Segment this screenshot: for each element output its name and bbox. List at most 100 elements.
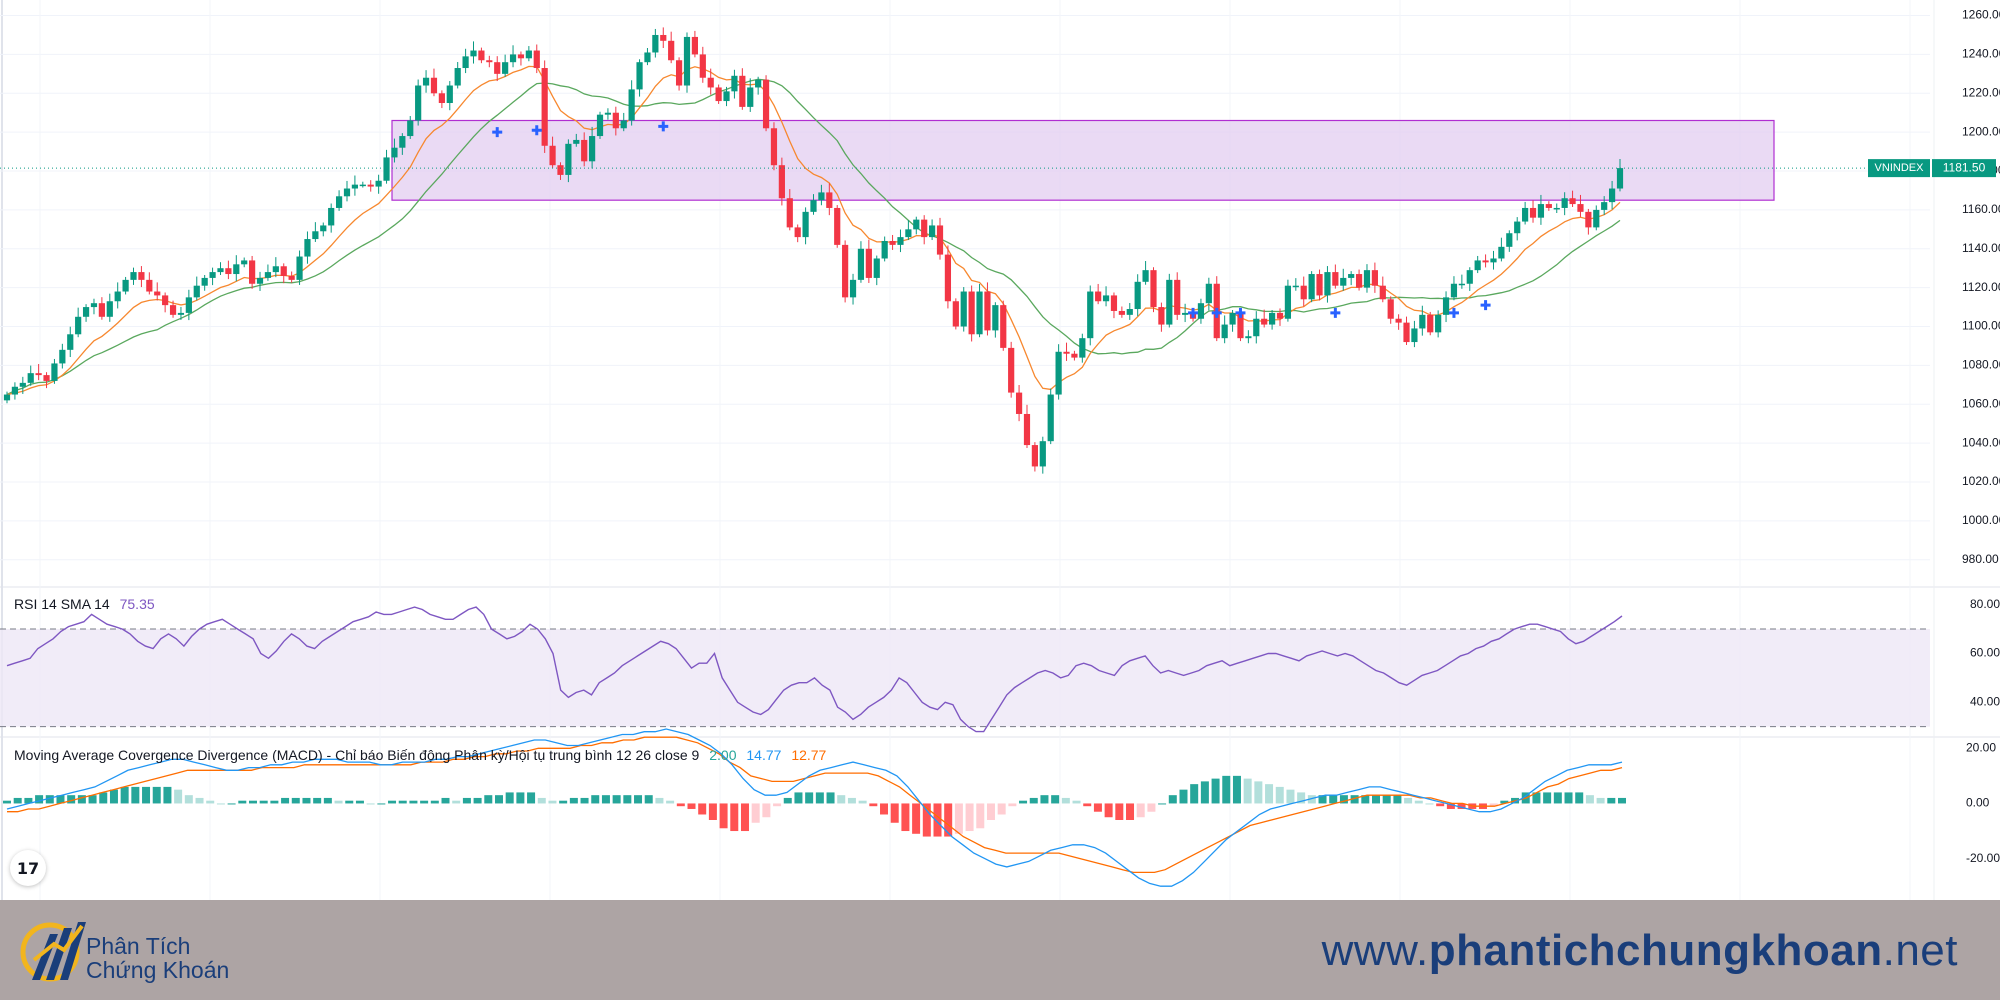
candle-body [1355,274,1363,288]
macd-histogram-bar [281,797,290,804]
macd-histogram-bar [1061,797,1070,804]
macd-histogram-bar [430,800,439,804]
candle-body [589,136,596,162]
candle-body [517,54,525,59]
macd-histogram-bar [644,795,653,804]
candle-body [596,114,604,137]
macd-histogram-bar [1136,803,1145,818]
candle-body [3,394,11,401]
candle-body [27,373,34,383]
candle-body [984,291,991,331]
candle-body [209,272,216,278]
candle-body [778,165,785,199]
tradingview-logo-icon[interactable]: 𝟭𝟳 [10,850,46,886]
macd-histogram-bar [933,803,942,837]
candle-body [1276,312,1284,319]
macd-histogram-bar [1265,784,1274,804]
macd-signal-value: 12.77 [791,747,827,763]
macd-histogram-bar [1115,803,1124,820]
y-tick-label: 1220.00 [1962,85,2000,99]
candle-body [525,50,532,59]
candle-body [1514,221,1521,234]
signal-marker-icon [492,127,503,138]
candle-body [1458,283,1465,286]
candle-body [1110,295,1118,311]
candle-body [1102,295,1110,302]
candle-body [913,219,920,230]
candle-body [351,184,359,189]
macd-histogram-bar [13,797,22,804]
y-tick-label: 1020.00 [1962,474,2000,488]
candle-body [644,52,651,63]
candle-body [264,272,272,278]
macd-title-text: Moving Average Covergence Divergence (MA… [14,747,700,763]
macd-histogram-bar [580,797,589,804]
candle-body [335,196,343,208]
candle-body [43,375,50,381]
candle-body [683,36,691,86]
y-tick-label: 1120.00 [1962,280,2000,294]
macd-histogram-bar [880,803,889,815]
macd-histogram-bar [740,803,749,832]
chart-svg[interactable]: 1260.001240.001220.001200.001180.001160.… [0,0,2000,900]
macd-histogram-bar [687,803,696,809]
macd-line-value: 14.77 [746,747,782,763]
candle-body [755,79,762,88]
macd-histogram-bar [334,800,343,804]
candle-body [565,143,572,175]
macd-line [6,728,1623,887]
y-tick-label: 1080.00 [1962,358,2000,372]
candle-body [1245,336,1252,339]
candle-body [375,180,382,187]
candle-body [122,279,129,292]
candle-body [1055,351,1062,395]
series-name-label: VNINDEX [1875,162,1925,174]
macd-histogram-bar [99,792,108,804]
candle-body [249,260,256,284]
footer-banner: Phân Tích Chứng Khoán www.phantichchungk… [0,900,2000,1000]
macd-histogram-bar [45,795,54,804]
candle-body [1324,272,1331,296]
macd-histogram-bar [291,797,300,804]
candle-body [1340,277,1347,286]
candle-body [1087,291,1094,339]
candle-body [612,112,619,129]
candle-body [1166,279,1173,325]
y-tick-label: 1000.00 [1962,513,2000,527]
macd-histogram-bar [473,797,482,804]
y-tick-label: 1160.00 [1962,202,2000,216]
candle-body [1261,318,1268,325]
candle-body [1348,274,1355,278]
macd-histogram-bar [1329,795,1338,804]
candle-body [936,225,944,255]
candle-body [1174,279,1181,315]
y-tick-label: 1100.00 [1962,319,2000,333]
website-url[interactable]: www.phantichchungkhoan.net [1322,926,1958,976]
candle-body [1435,314,1442,333]
macd-histogram-bar [163,786,172,804]
candle-body [1442,297,1450,315]
candle-body [549,145,556,166]
macd-histogram-bar [762,803,771,818]
candle-body [446,85,453,104]
signal-marker-icon [1211,307,1222,318]
macd-histogram-bar [377,803,386,805]
candle-body [573,139,580,144]
chart-area[interactable]: 1260.001240.001220.001200.001180.001160.… [0,0,2000,900]
candle-body [620,120,627,129]
candle-body [1126,309,1133,315]
candle-body [929,225,936,238]
candle-body [106,301,113,317]
macd-histogram-bar [869,803,878,807]
rsi-y-tick-label: 60.00 [1970,646,2000,660]
candle-body [628,89,635,121]
macd-histogram-bar [452,800,461,804]
candle-body [1134,281,1141,310]
candle-body [1300,285,1307,300]
macd-histogram-bar [837,795,846,804]
macd-histogram-bar [655,797,664,804]
candle-body [557,165,564,175]
macd-histogram-bar [1104,803,1113,818]
candle-body [1545,204,1552,208]
candle-body [438,93,445,104]
